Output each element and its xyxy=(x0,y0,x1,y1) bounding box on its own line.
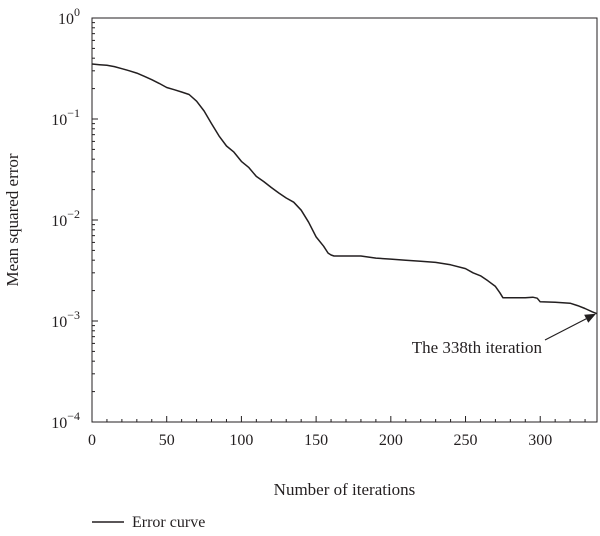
x-tick-label: 0 xyxy=(88,432,96,449)
y-tick-label: 10−3 xyxy=(51,308,80,331)
y-axis-title: Mean squared error xyxy=(3,153,22,286)
y-tick-label: 10−2 xyxy=(51,207,80,230)
y-tick-label: 100 xyxy=(58,5,80,28)
iteration-annotation: The 338th iteration xyxy=(412,313,596,357)
plot-frame xyxy=(91,17,598,423)
legend-label-error-curve: Error curve xyxy=(132,514,205,531)
annotation-label: The 338th iteration xyxy=(412,338,543,357)
x-tick-label: 300 xyxy=(528,432,552,449)
y-tick-label: 10−4 xyxy=(51,409,80,432)
legend: Error curve xyxy=(92,514,205,531)
y-axis-ticks: 100 10−1 10−2 10−3 10−4 xyxy=(51,5,98,432)
error-curve-line xyxy=(91,63,598,315)
x-axis-ticks: 0 50 100 150 200 250 300 xyxy=(88,416,586,449)
x-axis-title: Number of iterations xyxy=(274,480,416,499)
x-tick-label: 50 xyxy=(159,432,175,449)
x-tick-label: 250 xyxy=(454,432,478,449)
x-tick-label: 200 xyxy=(379,432,403,449)
x-tick-label: 150 xyxy=(304,432,328,449)
annotation-arrow-head xyxy=(584,313,596,323)
annotation-arrow-line xyxy=(544,318,587,341)
x-tick-label: 100 xyxy=(229,432,253,449)
y-tick-label: 10−1 xyxy=(51,106,80,129)
